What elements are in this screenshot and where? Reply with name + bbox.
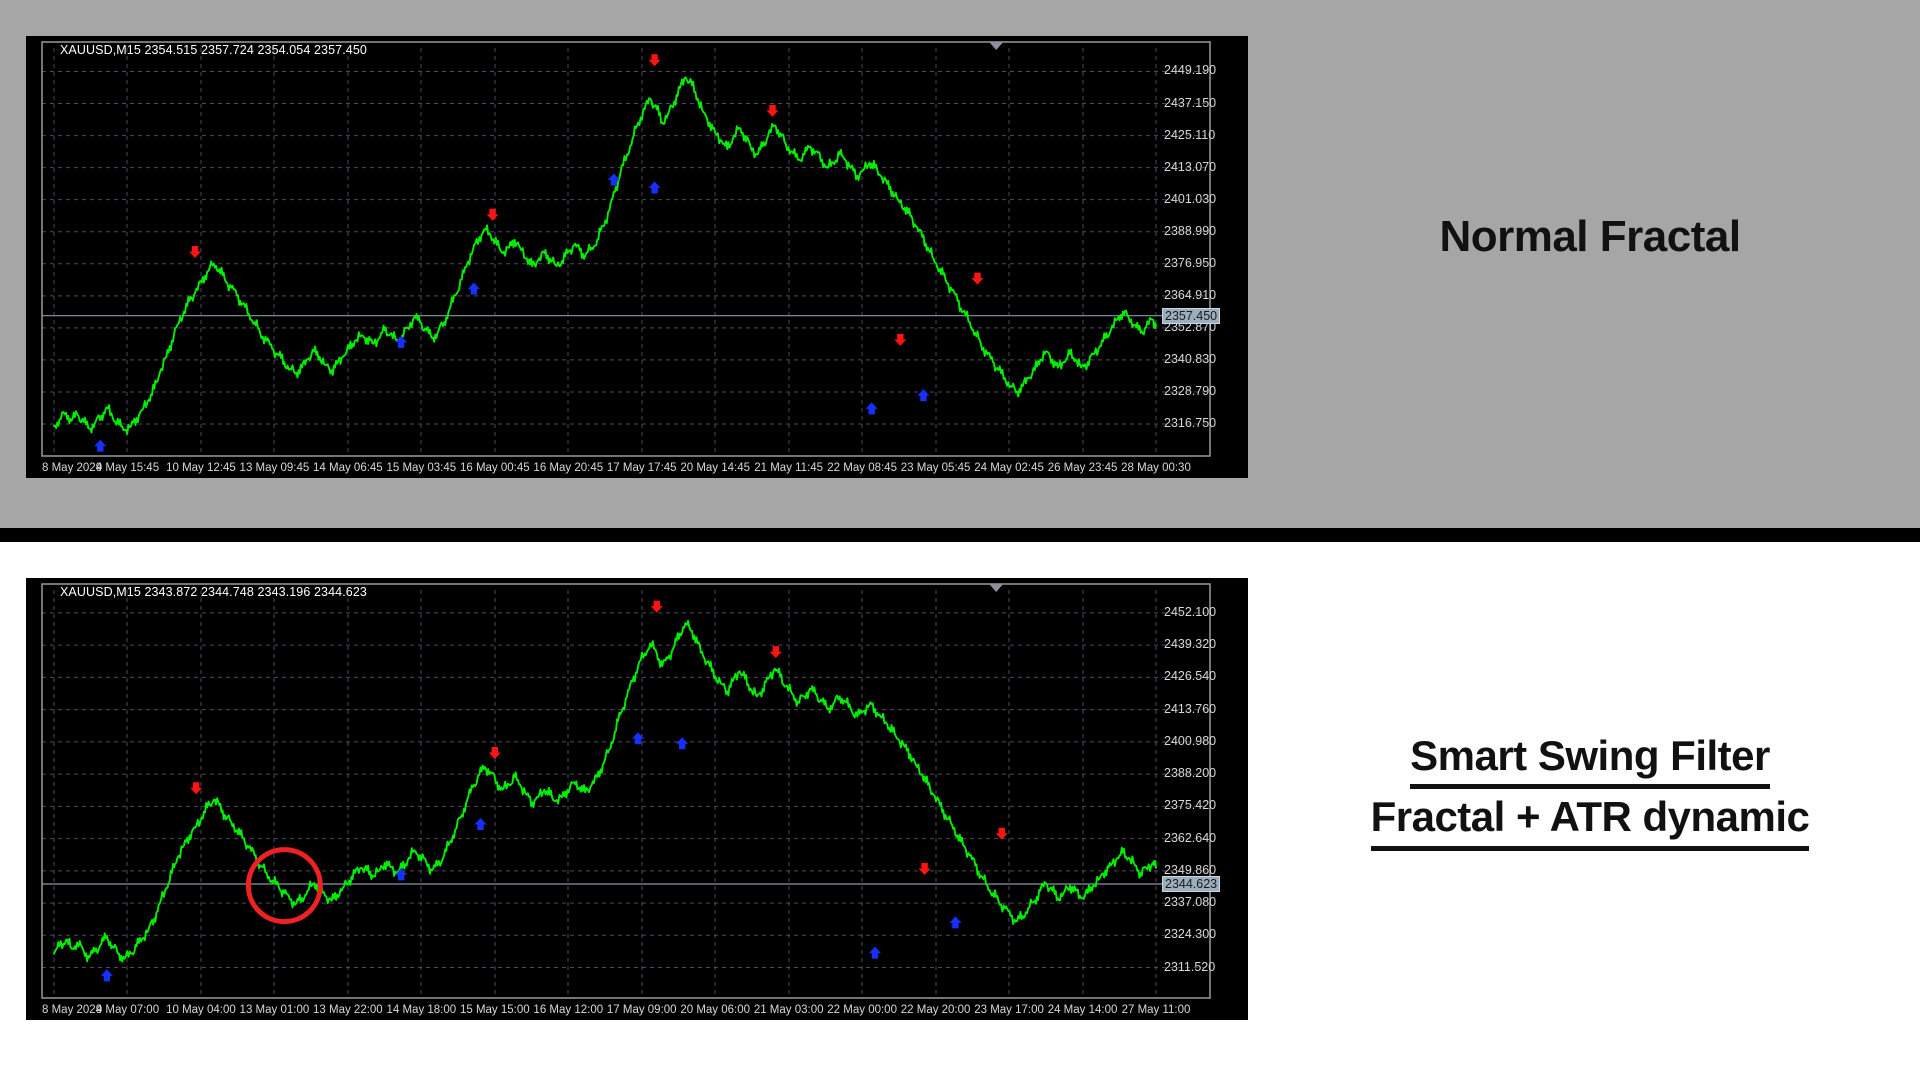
time-tick-label: 28 May 00:30	[1121, 462, 1191, 474]
price-tick-label: 2449.190	[1164, 63, 1217, 78]
price-tick-label: 2376.950	[1164, 255, 1217, 270]
time-tick-label: 17 May 17:45	[606, 462, 677, 474]
chart-header-top: XAUUSD,M15 2354.515 2357.724 2354.054 23…	[60, 43, 367, 57]
price-tick-label: 2426.540	[1164, 669, 1217, 684]
time-tick-label: 16 May 00:45	[459, 462, 530, 474]
section-divider	[0, 528, 1920, 542]
caption-normal-fractal: Normal Fractal	[1439, 212, 1741, 261]
time-tick-label: 26 May 23:45	[1047, 462, 1118, 474]
price-tick-label: 2349.860	[1164, 862, 1217, 877]
time-tick-label: 23 May 05:45	[900, 462, 971, 474]
time-tick-label: 9 May 15:45	[95, 462, 160, 474]
time-tick-label: 24 May 14:00	[1047, 1004, 1118, 1016]
time-tick-label: 10 May 04:00	[166, 1004, 236, 1016]
current-price-label: 2344.623	[1162, 876, 1221, 893]
smart-swing-filter-chart-window[interactable]: XAUUSD,M15 2343.872 2344.748 2343.196 23…	[26, 578, 1248, 1020]
price-tick-label: 2437.150	[1164, 95, 1217, 110]
price-tick-label: 2388.200	[1164, 766, 1217, 781]
time-tick-label: 8 May 2024	[42, 1004, 103, 1016]
time-tick-label: 15 May 03:45	[386, 462, 457, 474]
time-tick-label: 16 May 12:00	[533, 1004, 604, 1016]
time-tick-label: 8 May 2024	[42, 462, 103, 474]
time-tick-label: 15 May 15:00	[459, 1004, 530, 1016]
normal-fractal-chart-window[interactable]: XAUUSD,M15 2354.515 2357.724 2354.054 23…	[26, 36, 1248, 478]
price-tick-label: 2340.830	[1164, 351, 1217, 366]
price-tick-label: 2337.080	[1164, 895, 1217, 910]
smart-swing-filter-plot	[41, 583, 1211, 999]
price-tick-label: 2324.300	[1164, 927, 1217, 942]
caption-smart-swing-filter: Smart Swing Filter Fractal + ATR dynamic	[1300, 728, 1880, 851]
time-tick-label: 14 May 18:00	[386, 1004, 457, 1016]
price-tick-label: 2375.420	[1164, 798, 1217, 813]
time-tick-label: 20 May 06:00	[680, 1004, 751, 1016]
time-tick-label: 14 May 06:45	[313, 462, 383, 474]
time-tick-label: 13 May 09:45	[239, 462, 310, 474]
time-tick-label: 22 May 00:00	[827, 1004, 897, 1016]
time-tick-label: 22 May 08:45	[827, 462, 897, 474]
time-tick-label: 21 May 03:00	[753, 1004, 824, 1016]
time-tick-label: 21 May 11:45	[754, 462, 824, 474]
price-tick-label: 2311.520	[1164, 959, 1216, 974]
price-tick-label: 2439.320	[1164, 637, 1217, 652]
price-tick-label: 2362.640	[1164, 830, 1217, 845]
normal-fractal-plot	[41, 41, 1211, 457]
price-tick-label: 2364.910	[1164, 287, 1217, 302]
time-tick-label: 27 May 11:00	[1121, 1004, 1191, 1016]
price-tick-label: 2400.980	[1164, 733, 1217, 748]
time-tick-label: 13 May 01:00	[239, 1004, 310, 1016]
price-tick-label: 2425.110	[1164, 127, 1216, 142]
price-tick-label: 2316.750	[1164, 416, 1217, 431]
caption-line-1: Smart Swing Filter	[1410, 728, 1770, 790]
price-tick-label: 2401.030	[1164, 191, 1217, 206]
time-tick-label: 22 May 20:00	[900, 1004, 971, 1016]
time-tick-label: 13 May 22:00	[313, 1004, 383, 1016]
time-tick-label: 9 May 07:00	[95, 1004, 160, 1016]
price-tick-label: 2388.990	[1164, 223, 1217, 238]
time-tick-label: 10 May 12:45	[166, 462, 236, 474]
time-tick-label: 24 May 02:45	[974, 462, 1044, 474]
time-tick-label: 23 May 17:00	[974, 1004, 1044, 1016]
price-tick-label: 2413.760	[1164, 701, 1217, 716]
time-tick-label: 16 May 20:45	[533, 462, 604, 474]
time-tick-label: 20 May 14:45	[680, 462, 751, 474]
price-tick-label: 2413.070	[1164, 159, 1217, 174]
current-price-label: 2357.450	[1162, 307, 1221, 324]
price-tick-label: 2328.790	[1164, 383, 1217, 398]
chart-header-bottom: XAUUSD,M15 2343.872 2344.748 2343.196 23…	[60, 585, 367, 599]
caption-line-2: Fractal + ATR dynamic	[1370, 789, 1810, 851]
price-tick-label: 2452.100	[1164, 604, 1217, 619]
time-tick-label: 17 May 09:00	[606, 1004, 677, 1016]
